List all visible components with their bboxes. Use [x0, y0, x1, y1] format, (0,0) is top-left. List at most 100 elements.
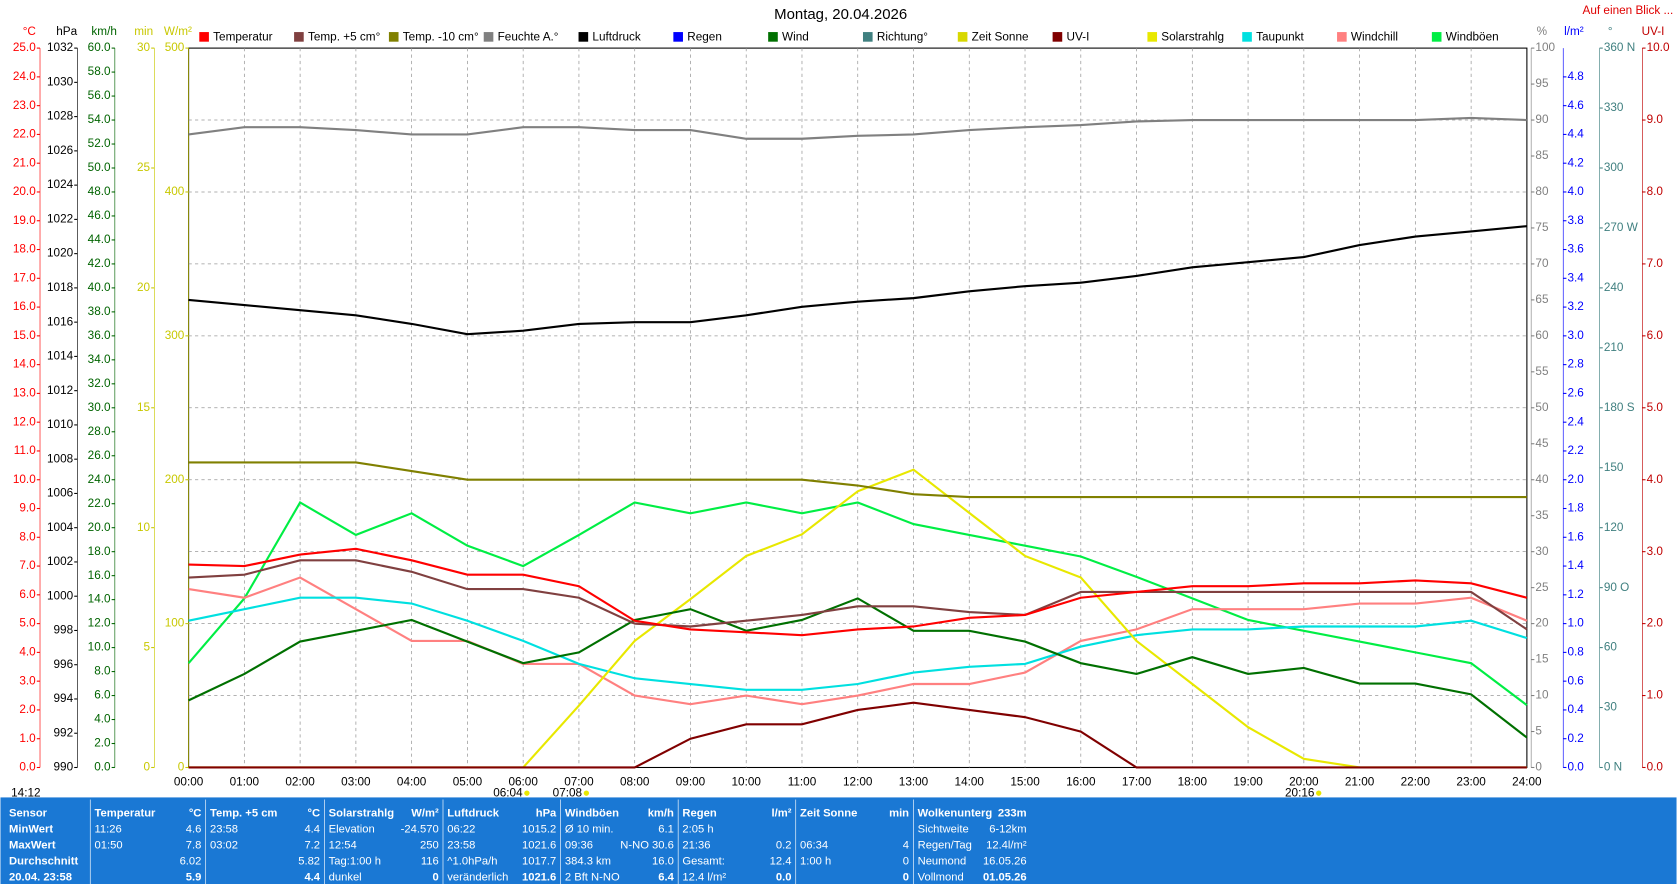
table-cell: 03:02 [210, 839, 238, 851]
y-tick-label: 2.0 [1647, 617, 1664, 630]
y-tick-label: 200 [165, 473, 185, 486]
table-cell: 6.4 [658, 872, 674, 884]
x-tick-label: 11:00 [788, 776, 817, 789]
y-tick-label: 2.4 [1568, 415, 1585, 428]
y-tick-label: 80 [1535, 185, 1549, 198]
y-tick-label: 1.6 [1568, 530, 1585, 543]
table-cell: 4 [903, 839, 909, 851]
table-cell: 116 [421, 856, 439, 868]
table-cell: l/m² [772, 807, 792, 819]
y-tick-label: 0.0 [1568, 761, 1585, 774]
y-tick-label: 0.0 [1647, 761, 1664, 774]
axis-unit: l/m² [1564, 25, 1584, 38]
y-tick-label: 55 [1535, 365, 1549, 378]
series-line [188, 116, 1527, 140]
x-tick-label: 24:00 [1512, 776, 1542, 789]
series-line [188, 597, 1528, 739]
table-cell: 7.8 [186, 839, 202, 851]
table-cell: 4.4 [304, 872, 320, 884]
y-tick-label: 990 [54, 761, 74, 774]
y-tick-label: 2.2 [1568, 444, 1584, 457]
y-tick-label: 4.2 [1568, 156, 1584, 169]
table-cell: 12.4 l/m² [682, 872, 726, 884]
y-tick-label: 95 [1535, 77, 1549, 90]
legend-label: Temperatur [213, 31, 273, 44]
y-tick-label: 58.0 [88, 65, 111, 78]
series-line [188, 225, 1527, 336]
y-tick-label: 19.0 [13, 214, 36, 227]
y-tick-label: 1024 [47, 178, 74, 191]
table-cell: Sichtweite [918, 823, 969, 835]
axis-unit: ° [1608, 25, 1613, 38]
legend-swatch [768, 32, 778, 42]
table-cell: Tag:1:00 h [329, 856, 381, 868]
y-tick-label: 11.0 [14, 444, 36, 457]
y-tick-label: 16.0 [88, 569, 111, 582]
y-tick-label: 1.0 [19, 732, 36, 745]
table-cell: ^1.0hPa/h [447, 856, 497, 868]
y-tick-label: 400 [165, 185, 185, 198]
legend-label: Taupunkt [1256, 31, 1304, 44]
corner-link[interactable]: Auf einen Blick ... [1583, 4, 1674, 17]
x-tick-label: 12:00 [843, 776, 873, 789]
table-cell: -24.570 [401, 823, 439, 835]
table-cell: 5.82 [298, 856, 320, 868]
legend-swatch [388, 32, 399, 42]
y-tick-label: 0.4 [1568, 703, 1585, 716]
axis-unit: km/h [91, 25, 116, 38]
y-tick-label: 12.0 [88, 617, 111, 630]
legend-swatch [1337, 32, 1347, 42]
table-cell: 1015.2 [522, 823, 556, 835]
sun-mark-label: 07:08 [553, 786, 583, 799]
y-tick-label: 15 [1535, 653, 1549, 666]
x-tick-label: 18:00 [1178, 776, 1208, 789]
y-tick-label: 2.0 [19, 703, 36, 716]
series-line [188, 547, 1528, 637]
y-tick-label: 15 [137, 401, 151, 414]
x-tick-label: 13:00 [899, 776, 929, 789]
series-line [188, 701, 1527, 769]
y-tick-label: 35 [1535, 509, 1549, 522]
table-cell: 384.3 km [565, 856, 611, 868]
table-cell: 0.0 [776, 872, 792, 884]
y-tick-label: 44.0 [88, 233, 111, 246]
y-tick-label: 45 [1535, 437, 1549, 450]
y-tick-label: 24.0 [88, 473, 111, 486]
legend-swatch [1052, 32, 1063, 42]
y-tick-label: 330 [1604, 101, 1624, 114]
x-tick-label: 16:00 [1066, 776, 1096, 789]
y-tick-label: 8.0 [1647, 185, 1664, 198]
legend-label: Solarstrahlg [1161, 31, 1224, 44]
y-tick-label: 0.0 [19, 761, 36, 774]
y-tick-label: 48.0 [88, 185, 111, 198]
y-tick-label: 26.0 [88, 449, 111, 462]
table-cell: Gesamt: [682, 856, 724, 868]
y-tick-label: 10.0 [13, 473, 36, 486]
y-tick-label: 10.0 [88, 641, 111, 654]
table-cell: 0.2 [776, 839, 792, 851]
y-tick-label: 0 [144, 761, 151, 774]
y-tick-label: 42.0 [88, 257, 111, 270]
x-tick-label: 14:00 [955, 776, 985, 789]
legend-swatch [1147, 32, 1158, 42]
series-line [187, 501, 1528, 707]
table-cell: veränderlich [447, 872, 508, 884]
y-tick-label: 100 [1535, 41, 1555, 54]
y-tick-label: 0.6 [1568, 674, 1585, 687]
y-tick-label: 34.0 [88, 353, 111, 366]
y-tick-label: 56.0 [88, 89, 111, 102]
y-tick-label: 14.0 [88, 593, 111, 606]
y-tick-label: 1.0 [1647, 689, 1664, 702]
table-cell: min [889, 807, 909, 819]
y-tick-label: 1026 [47, 144, 74, 157]
table-cell: Luftdruck [447, 807, 499, 819]
legend-label: Temp. +5 cm° [308, 31, 380, 44]
x-tick-label: 02:00 [285, 776, 315, 789]
y-tick-label: 54.0 [88, 113, 111, 126]
table-cell: 12.4 [770, 856, 792, 868]
y-tick-label: 28.0 [88, 425, 111, 438]
y-tick-label: 150 [1604, 461, 1624, 474]
table-cell: °C [307, 807, 320, 819]
y-tick-label: 65 [1535, 293, 1549, 306]
table-cell: 0 [432, 872, 438, 884]
